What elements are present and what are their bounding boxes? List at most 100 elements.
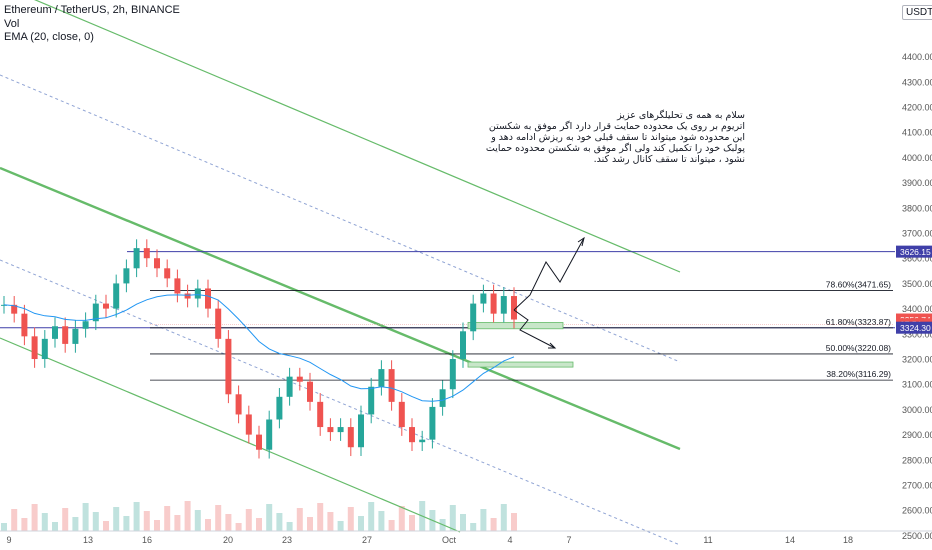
y-tick-label: 3200.00 (902, 355, 932, 365)
volume-bar (235, 523, 242, 531)
volume-bar (194, 510, 201, 531)
note-line: سلام به همه ی تحلیلگرهای عزیز (617, 110, 745, 121)
y-tick-label: 2900.00 (902, 430, 932, 440)
volume-bar (256, 518, 262, 531)
candle-body (41, 338, 48, 360)
volume-bar (184, 501, 191, 531)
channel-lower-line (0, 337, 461, 533)
y-tick-label: 4000.00 (902, 153, 932, 163)
candle-body (439, 389, 446, 407)
volume-bar (215, 505, 222, 531)
price-tag-box (896, 245, 932, 258)
candle-body (62, 326, 69, 344)
volume-indicator-label[interactable]: Vol (4, 18, 20, 30)
candle-body (92, 303, 99, 322)
volume-bar (82, 503, 89, 531)
x-tick-label: 7 (566, 535, 571, 545)
fib-level-label: 38.20%(3116.29) (826, 369, 891, 379)
candle-body (256, 434, 262, 450)
y-tick-label: 4300.00 (902, 77, 932, 87)
fib-level-label: 61.80%(3323.87) (826, 317, 891, 327)
volume-bar (113, 507, 120, 531)
volume-bar (398, 506, 405, 531)
y-tick-label: 4200.00 (902, 103, 932, 113)
volume-bar (103, 521, 109, 531)
fib-level-label: 78.60%(3471.65) (826, 280, 891, 290)
candle-body (286, 376, 293, 397)
currency-badge[interactable]: USDT (902, 5, 932, 20)
x-tick-label: 18 (843, 535, 853, 545)
y-tick-label: 4400.00 (902, 52, 932, 62)
candle-body (1, 304, 7, 306)
candle-body (317, 401, 324, 428)
volume-bar (41, 513, 48, 531)
candle-body (307, 381, 313, 402)
y-tick-label: 3100.00 (902, 380, 932, 390)
volume-bar (490, 518, 497, 531)
x-tick-label: 13 (83, 535, 93, 545)
note-line: پولبک خود را تکمیل کند ولی اگر موفق به ش… (485, 143, 745, 154)
y-tick-label: 2800.00 (902, 455, 932, 465)
candle-body (72, 328, 79, 344)
volume-bar (286, 522, 293, 531)
y-tick-label: 3700.00 (902, 229, 932, 239)
volume-bar (470, 523, 477, 531)
candle-body (388, 369, 395, 402)
volume-bar (72, 517, 79, 531)
note-line: اتریوم بر روی یک محدوده حمایت قرار دارد … (488, 121, 745, 132)
volume-bar (409, 515, 415, 531)
candle-body (358, 414, 364, 448)
candle-body (143, 248, 150, 259)
candle-body (184, 293, 191, 299)
candle-body (368, 386, 375, 415)
x-tick-label: 11 (703, 535, 712, 545)
candlesticks (1, 239, 517, 459)
volume-bar (1, 523, 7, 531)
fib-level-label: 50.00%(3220.08) (826, 343, 891, 353)
note-line: نشود ، میتواند تا سقف کانال رشد کند. (593, 154, 745, 165)
volume-bar (317, 503, 324, 531)
price-tag-box (896, 321, 932, 334)
price-axis[interactable]: 2500.00 2600.00 2700.00 2800.00 2900.00 3000.… (895, 0, 932, 550)
price-tag-label: 3324.30 (900, 323, 931, 333)
candle-body (21, 313, 28, 337)
symbol-title: Ethereum / TetherUS, 2h, BINANCE (4, 4, 180, 16)
x-tick-label: 20 (223, 535, 233, 545)
ema-line (3, 294, 515, 402)
support-zones (467, 322, 574, 368)
volume-bar (133, 502, 140, 531)
axis-background (895, 0, 932, 550)
volume-bar (449, 505, 456, 531)
candle-body (174, 278, 181, 294)
candle-body (11, 304, 18, 314)
y-tick-label: 4100.00 (902, 128, 932, 138)
x-tick-label: 14 (785, 535, 795, 545)
candle-body (235, 394, 242, 415)
time-axis[interactable]: 9 13 16 20 23 27 Oct 4 7 11 14 18 (0, 530, 932, 545)
volume-bar (92, 512, 99, 531)
volume-bar (174, 515, 181, 531)
volume-bar (368, 502, 375, 531)
fibonacci-levels: 78.60%(3471.65) 61.80%(3323.87) 50.00%(322… (150, 280, 893, 381)
candle-body (52, 326, 58, 339)
channel-upper-line (33, 0, 681, 273)
volume-bar (460, 514, 466, 531)
volume-bar (307, 517, 313, 531)
candle-body (194, 288, 201, 299)
candle-body (460, 331, 466, 360)
volume-bar (143, 511, 150, 531)
projection-arrows (513, 236, 585, 349)
candle-body (113, 283, 120, 309)
channel-dashed-line (0, 259, 681, 546)
x-tick-label: 16 (142, 535, 152, 545)
volume-bar (31, 504, 38, 531)
price-tag-label: 3626.15 (900, 247, 931, 257)
candle-body (164, 268, 171, 279)
x-tick-label: 9 (6, 535, 11, 545)
ema-indicator-label[interactable]: EMA (20, close, 0) (4, 31, 94, 43)
candle-body (296, 376, 303, 382)
arrow-head (577, 236, 585, 247)
candle-body (205, 288, 211, 309)
candle-body (82, 321, 89, 329)
